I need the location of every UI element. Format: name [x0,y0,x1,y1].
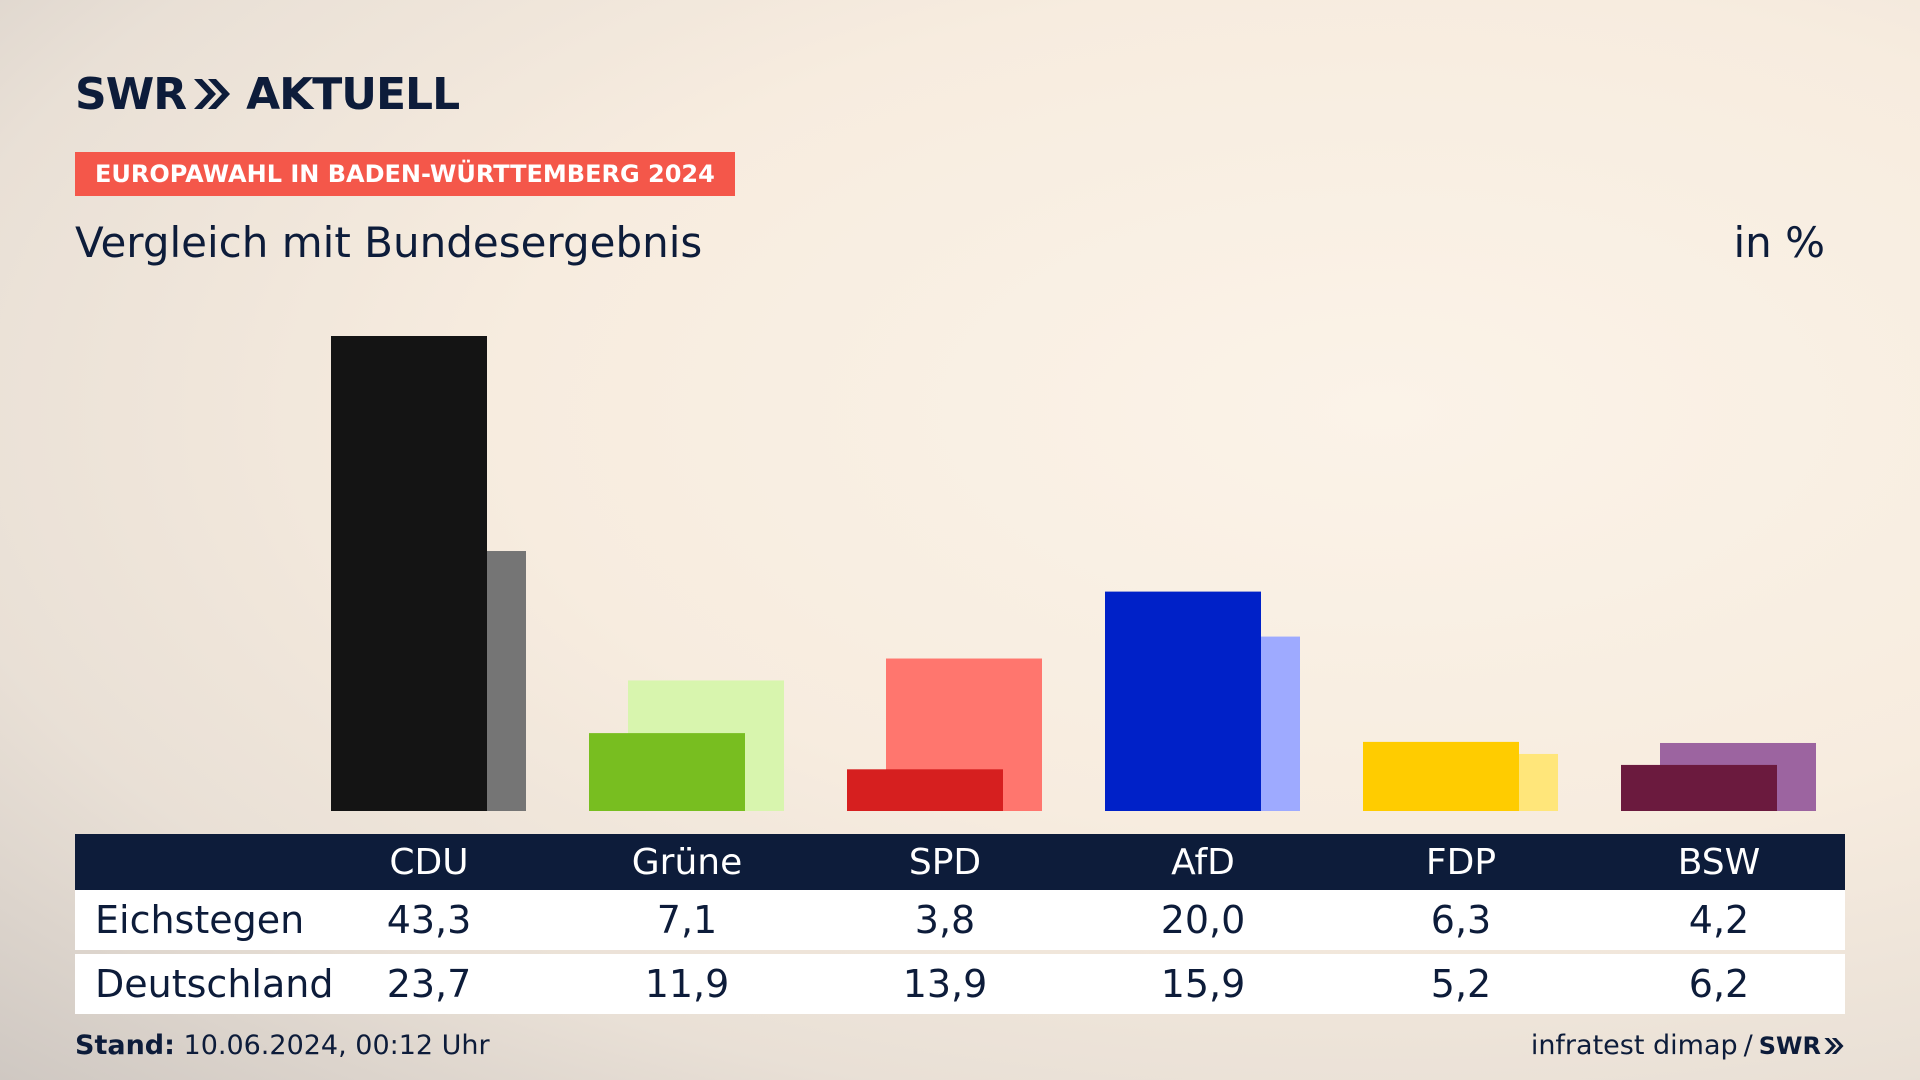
table-row-eichstegen: Eichstegen 43,3 7,1 3,8 20,0 6,3 4,2 [75,890,1845,950]
election-kicker: EUROPAWAHL IN BADEN-WÜRTTEMBERG 2024 [75,152,735,196]
column-header-gruene: Grüne [631,841,743,883]
timestamp: Stand: 10.06.2024, 00:12 Uhr [75,1030,490,1061]
logo-text: SWR [75,68,187,120]
bar-eichstegen-bsw [1621,764,1777,811]
value-eichstegen-fdp: 6,3 [1430,898,1492,942]
row-label: Deutschland [95,962,334,1006]
brand-text: SWR [1758,1031,1821,1060]
value-deutschland-cdu: 23,7 [386,962,472,1006]
column-header-cdu: CDU [389,841,469,883]
value-eichstegen-bsw: 4,2 [1688,898,1750,942]
chart-title: Vergleich mit Bundesergebnis [75,218,703,267]
unit-label: in % [1733,218,1825,267]
bar-eichstegen-afd [1105,591,1261,811]
logo-suffix: AKTUELL [246,68,460,120]
stand-label: Stand: [75,1030,175,1061]
value-eichstegen-afd: 20,0 [1160,898,1246,942]
value-eichstegen-gruene: 7,1 [656,898,718,942]
double-chevron-icon [1824,1037,1844,1054]
column-header-spd: SPD [908,841,982,883]
separator: / [1743,1030,1753,1061]
bar-eichstegen-spd [847,769,1003,811]
value-deutschland-afd: 15,9 [1160,962,1246,1006]
value-deutschland-bsw: 6,2 [1688,962,1750,1006]
source-label: infratest dimap [1530,1030,1738,1061]
source-credit: infratest dimap / SWR [1531,1030,1845,1061]
bar-eichstegen-fdp [1363,741,1519,811]
bar-eichstegen-gruene [589,733,745,811]
table-header: CDU Grüne SPD AfD FDP BSW [75,834,1845,890]
stand-value: 10.06.2024, 00:12 Uhr [183,1030,490,1061]
swr-mini-logo: SWR [1759,1032,1845,1060]
value-deutschland-fdp: 5,2 [1430,962,1492,1006]
column-header-fdp: FDP [1425,841,1497,883]
results-table: CDU Grüne SPD AfD FDP BSW Eichstegen 43,3 7,1 3… [75,834,1845,1014]
double-chevron-icon [192,77,232,111]
swr-aktuell-logo: SWR AKTUELL [75,64,460,124]
bar-eichstegen-cdu [331,336,487,811]
value-deutschland-spd: 13,9 [902,962,988,1006]
value-eichstegen-spd: 3,8 [914,898,976,942]
table-row-deutschland: Deutschland 23,7 11,9 13,9 15,9 5,2 6,2 [75,954,1845,1014]
value-deutschland-gruene: 11,9 [644,962,730,1006]
column-header-bsw: BSW [1677,841,1761,883]
column-header-afd: AfD [1171,841,1235,883]
value-eichstegen-cdu: 43,3 [386,898,472,942]
row-label: Eichstegen [95,898,305,942]
bar-chart [331,336,1816,811]
